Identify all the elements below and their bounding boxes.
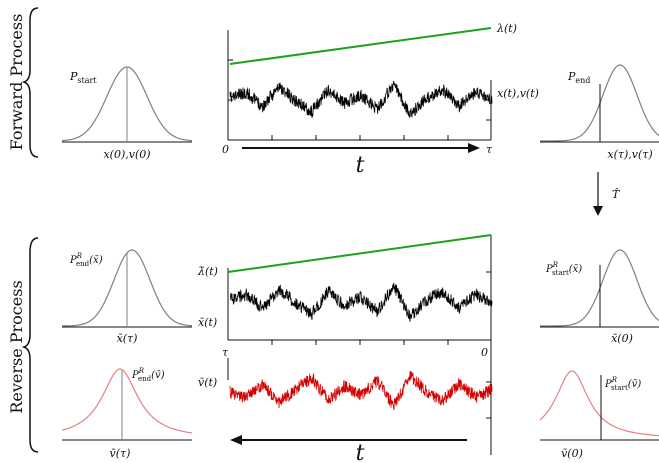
reverse-time-start: τ	[222, 346, 229, 359]
p-end-r-v-label: PR end(v̄)	[131, 367, 165, 383]
reverse-title: Reverse Process	[7, 280, 26, 413]
time-reversal-operator: T̂	[593, 172, 621, 216]
reverse-trajectory-panel: λ̄(t) x̄(t) τ 0 v̄(t) t	[197, 234, 493, 463]
forward-brace	[21, 7, 39, 158]
reverse-time-arrowhead	[230, 435, 242, 445]
p-end-r-v-axis-label: v̄(τ)	[110, 447, 131, 460]
reverse-end-v-distribution: PR end(v̄) v̄(τ)	[61, 367, 193, 460]
operator-label: T̂	[612, 188, 621, 201]
reverse-end-x-distribution: PR end(x̄) x̄(τ)	[62, 249, 193, 345]
reverse-time-label: t	[356, 441, 365, 463]
forward-time-arrowhead	[468, 143, 480, 153]
forward-start-distribution: Pstart x(0),v(0)	[62, 66, 192, 161]
p-start-r-v-axis-label: v̄(0)	[561, 447, 583, 460]
reverse-x-trajectory-label: x̄(t)	[198, 316, 217, 329]
reverse-start-v-distribution: PR start(v̄) v̄(0)	[539, 370, 659, 460]
p-end-r-v-curve	[61, 368, 193, 434]
p-end-r-x-axis-label: x̄(τ)	[117, 332, 138, 345]
forward-lambda-label: λ(t)	[496, 22, 517, 35]
p-end-r-x-label: PR end(x̄)	[69, 252, 103, 268]
reverse-time-end: 0	[481, 346, 488, 359]
forward-time-end: τ	[486, 143, 493, 156]
operator-arrowhead	[593, 206, 603, 216]
forward-trajectory-panel: λ(t) x(t),v(t) 0 τ t	[222, 22, 539, 178]
reverse-lambda-label: λ̄(t)	[197, 265, 218, 278]
p-start-curve	[62, 66, 192, 142]
p-start-label: Pstart	[69, 70, 97, 85]
p-start-r-v-label: PR start(v̄)	[604, 376, 641, 392]
forward-lambda-line	[229, 27, 492, 65]
reverse-x-trajectory	[229, 282, 493, 322]
reverse-ticks	[271, 271, 491, 419]
p-start-r-x-axis-label: x̄(0)	[611, 332, 633, 345]
forward-end-distribution: Pend x(τ),v(τ)	[540, 64, 659, 161]
p-start-axis-label: x(0),v(0)	[103, 148, 150, 161]
reverse-brace	[21, 237, 39, 453]
p-end-label: Pend	[567, 70, 590, 85]
reverse-v-trajectory-label: v̄(t)	[198, 376, 217, 389]
forward-time-start: 0	[222, 143, 229, 156]
reverse-lambda-line	[227, 234, 492, 273]
forward-title: Forward Process	[7, 14, 26, 151]
forward-time-label: t	[356, 153, 365, 178]
p-start-r-x-label: PR start(x̄)	[545, 261, 582, 277]
reverse-start-x-distribution: PR start(x̄) x̄(0)	[540, 249, 659, 345]
p-start-r-v-curve	[539, 370, 659, 437]
forward-trajectory	[229, 80, 493, 119]
p-end-axis-label: x(τ),v(τ)	[607, 148, 652, 161]
forward-trajectory-label: x(t),v(t)	[497, 87, 539, 100]
reverse-v-trajectory	[229, 371, 493, 411]
